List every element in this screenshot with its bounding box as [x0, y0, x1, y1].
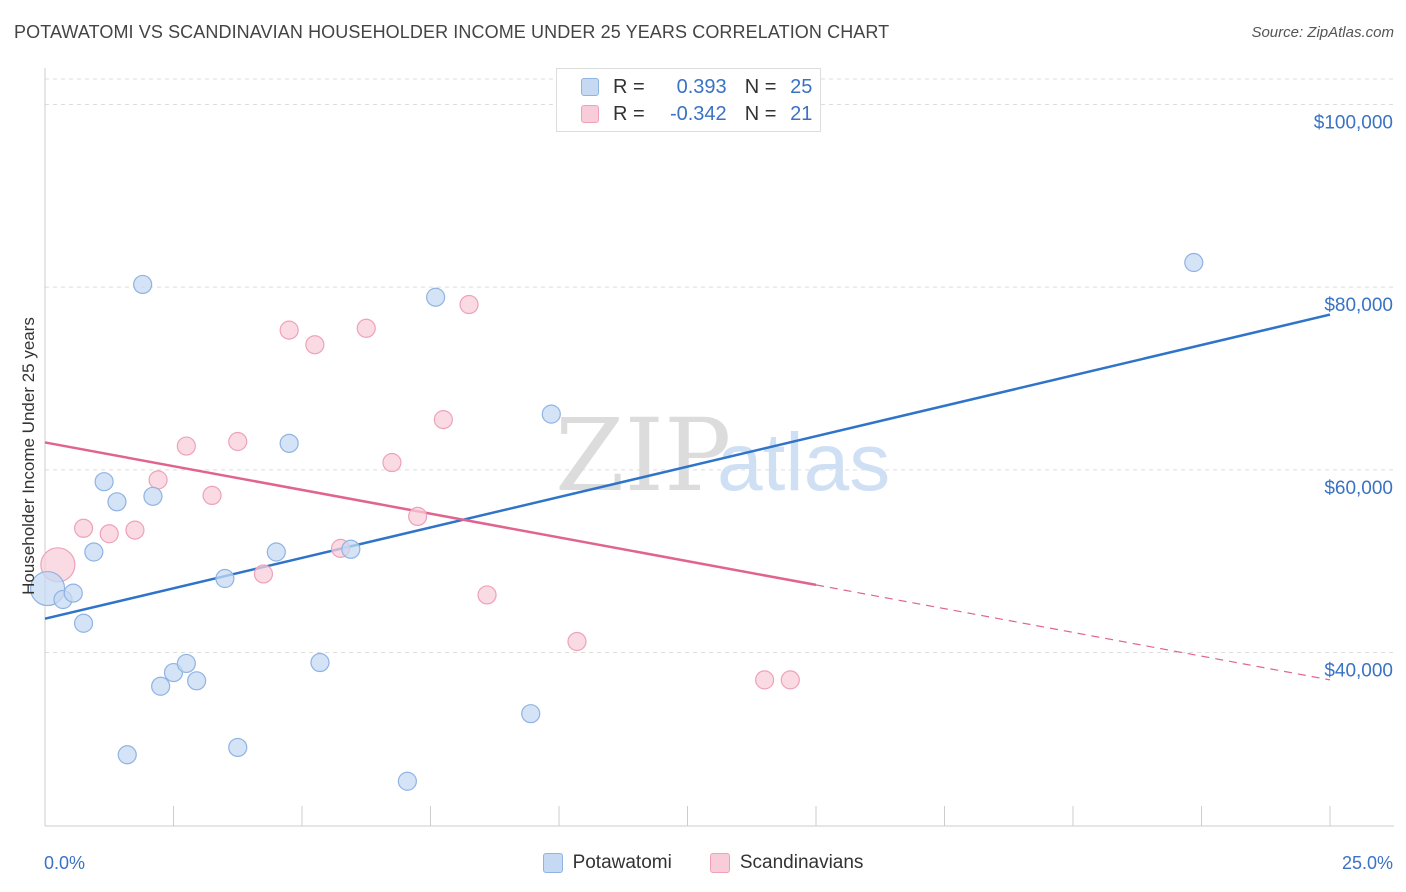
point-scandinavians-9: [279, 320, 299, 340]
trend-extension-scandinavians: [815, 584, 1331, 681]
watermark-zip: ZIP: [555, 397, 731, 514]
point-potawatomi-17: [279, 433, 299, 453]
point-potawatomi-3: [73, 613, 94, 633]
point-potawatomi-15: [228, 737, 248, 758]
legend-n-value-scandinavians: 21: [790, 102, 813, 125]
trend-line-potawatomi: [44, 313, 1331, 620]
legend-r-label: R =: [613, 102, 645, 125]
legend-n-value-potawatomi: 25: [790, 75, 813, 98]
legend-n-label: N =: [744, 102, 777, 125]
series-legend-scandinavians[interactable]: Scandinavians: [709, 852, 864, 874]
point-potawatomi-19: [341, 539, 361, 559]
y-tick-labels: $40,000 $60,000 $80,000 $100,000: [1314, 113, 1393, 682]
y-tick-label-3: $100,000: [1314, 113, 1393, 134]
legend-swatch-scandinavians: [581, 105, 599, 123]
point-scandinavians-18: [567, 631, 587, 652]
point-scandinavians-1: [73, 518, 94, 538]
point-potawatomi-14: [215, 568, 235, 589]
point-scandinavians-15: [433, 410, 453, 430]
legend-r-label: R =: [613, 75, 645, 98]
point-potawatomi-18: [310, 652, 330, 673]
series-legend-potawatomi[interactable]: Potawatomi: [542, 852, 672, 874]
series-name-potawatomi: Potawatomi: [572, 852, 672, 873]
series-swatch-potawatomi: [542, 853, 563, 873]
point-scandinavians-10: [305, 335, 325, 355]
point-scandinavians-3: [125, 520, 145, 540]
point-scandinavians-19: [754, 670, 775, 690]
point-potawatomi-16: [266, 542, 286, 562]
point-scandinavians-6: [202, 485, 222, 506]
point-potawatomi-22: [521, 704, 541, 724]
point-scandinavians-20: [780, 670, 800, 690]
watermark: ZIP atlas: [555, 397, 890, 514]
legend-r-value-potawatomi: 0.393: [676, 75, 727, 98]
point-potawatomi-23: [541, 404, 561, 424]
point-potawatomi-20: [397, 771, 417, 791]
point-potawatomi-12: [176, 653, 196, 674]
point-scandinavians-13: [382, 452, 402, 473]
legend-swatch-potawatomi: [581, 78, 599, 96]
point-potawatomi-6: [107, 492, 127, 512]
watermark-atlas: atlas: [717, 417, 890, 508]
y-tick-label-2: $80,000: [1324, 295, 1393, 316]
data-points: [29, 252, 1204, 791]
point-potawatomi-5: [94, 472, 114, 492]
point-scandinavians-17: [477, 585, 497, 605]
point-potawatomi-8: [133, 274, 153, 295]
trend-line-scandinavians: [44, 441, 817, 587]
point-scandinavians-12: [356, 318, 376, 338]
point-potawatomi-21: [426, 287, 446, 307]
legend-n-label: N =: [744, 75, 777, 98]
point-scandinavians-4: [148, 470, 168, 490]
point-scandinavians-8: [253, 564, 274, 584]
axes: [44, 68, 1394, 827]
legend-row-scandinavians: R = -0.342 N = 21: [581, 102, 812, 126]
point-potawatomi-24: [1184, 252, 1204, 273]
source-label: Source: ZipAtlas.com: [1251, 24, 1394, 41]
correlation-legend: R = 0.393 N = 25 R = -0.342 N = 21: [556, 68, 821, 132]
point-potawatomi-7: [117, 745, 137, 765]
series-swatch-scandinavians: [709, 853, 730, 873]
point-potawatomi-4: [84, 542, 104, 562]
point-scandinavians-2: [99, 524, 119, 544]
y-axis-label: Householder Income Under 25 years: [19, 317, 38, 595]
series-legend: Potawatomi Scandinavians: [0, 852, 1406, 874]
legend-r-value-scandinavians: -0.342: [669, 102, 727, 125]
x-tick-label-1: 25.0%: [1342, 853, 1393, 873]
point-scandinavians-7: [228, 431, 248, 452]
point-scandinavians-16: [459, 294, 479, 315]
series-name-scandinavians: Scandinavians: [739, 852, 864, 873]
y-tick-label-1: $60,000: [1324, 478, 1393, 499]
point-scandinavians-14: [408, 506, 428, 527]
point-potawatomi-2: [63, 583, 83, 603]
x-tick-label-0: 0.0%: [44, 853, 85, 873]
chart-title: POTAWATOMI VS SCANDINAVIAN HOUSEHOLDER I…: [14, 22, 890, 42]
point-potawatomi-13: [187, 671, 207, 691]
x-tick-labels: 0.0% 25.0%: [44, 853, 1393, 873]
legend-row-potawatomi: R = 0.393 N = 25: [581, 75, 812, 99]
point-potawatomi-10: [151, 676, 171, 696]
y-tick-label-0: $40,000: [1324, 660, 1393, 681]
point-potawatomi-9: [143, 486, 163, 506]
point-scandinavians-5: [176, 436, 196, 456]
